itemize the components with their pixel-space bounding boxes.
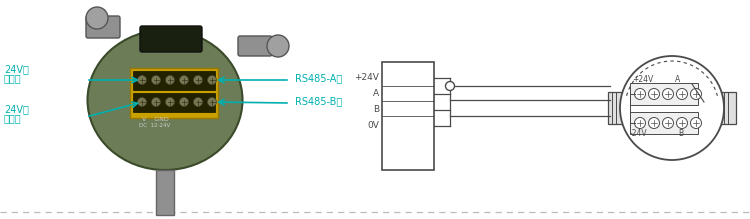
- Bar: [630, 112, 698, 134]
- Circle shape: [152, 97, 160, 106]
- Bar: [133, 71, 215, 90]
- Circle shape: [194, 97, 202, 106]
- Circle shape: [662, 118, 674, 129]
- Bar: [156, 170, 174, 215]
- Bar: [624, 100, 720, 116]
- Text: B: B: [373, 106, 379, 115]
- Bar: [630, 83, 698, 105]
- Bar: [133, 93, 215, 112]
- Text: RS485-B极: RS485-B极: [295, 96, 342, 106]
- Text: RS485-A极: RS485-A极: [295, 73, 342, 83]
- Text: 源正极: 源正极: [4, 73, 22, 83]
- FancyBboxPatch shape: [140, 26, 202, 52]
- Circle shape: [446, 81, 454, 90]
- Text: A: A: [373, 90, 379, 99]
- Circle shape: [208, 76, 217, 85]
- Text: 24V电: 24V电: [4, 64, 28, 74]
- Circle shape: [634, 88, 646, 99]
- Text: 0V: 0V: [368, 122, 379, 131]
- FancyBboxPatch shape: [238, 36, 272, 56]
- Circle shape: [649, 118, 659, 129]
- Circle shape: [676, 88, 688, 99]
- FancyBboxPatch shape: [86, 16, 120, 38]
- Circle shape: [194, 76, 202, 85]
- Circle shape: [166, 76, 175, 85]
- Text: V    GND: V GND: [142, 117, 168, 122]
- Text: -24V: -24V: [630, 129, 647, 138]
- Text: 源负极: 源负极: [4, 113, 22, 123]
- Circle shape: [152, 76, 160, 85]
- Circle shape: [86, 7, 108, 29]
- Bar: [720, 92, 736, 124]
- Circle shape: [267, 35, 289, 57]
- Text: +24V: +24V: [354, 74, 379, 83]
- Circle shape: [634, 118, 646, 129]
- Text: 24V电: 24V电: [4, 104, 28, 114]
- Circle shape: [691, 88, 701, 99]
- Circle shape: [662, 88, 674, 99]
- Circle shape: [179, 76, 188, 85]
- Circle shape: [179, 97, 188, 106]
- Text: DC  12-24V: DC 12-24V: [140, 123, 170, 128]
- Circle shape: [620, 56, 724, 160]
- Text: +24V: +24V: [632, 75, 653, 84]
- Circle shape: [137, 76, 146, 85]
- Circle shape: [137, 97, 146, 106]
- Bar: [130, 68, 218, 118]
- Circle shape: [166, 97, 175, 106]
- Ellipse shape: [88, 30, 242, 170]
- Circle shape: [649, 88, 659, 99]
- Bar: [608, 92, 624, 124]
- Circle shape: [208, 97, 217, 106]
- Circle shape: [691, 118, 701, 129]
- Text: B: B: [678, 129, 683, 138]
- Bar: [382, 62, 434, 170]
- Circle shape: [676, 118, 688, 129]
- Text: A: A: [675, 75, 680, 84]
